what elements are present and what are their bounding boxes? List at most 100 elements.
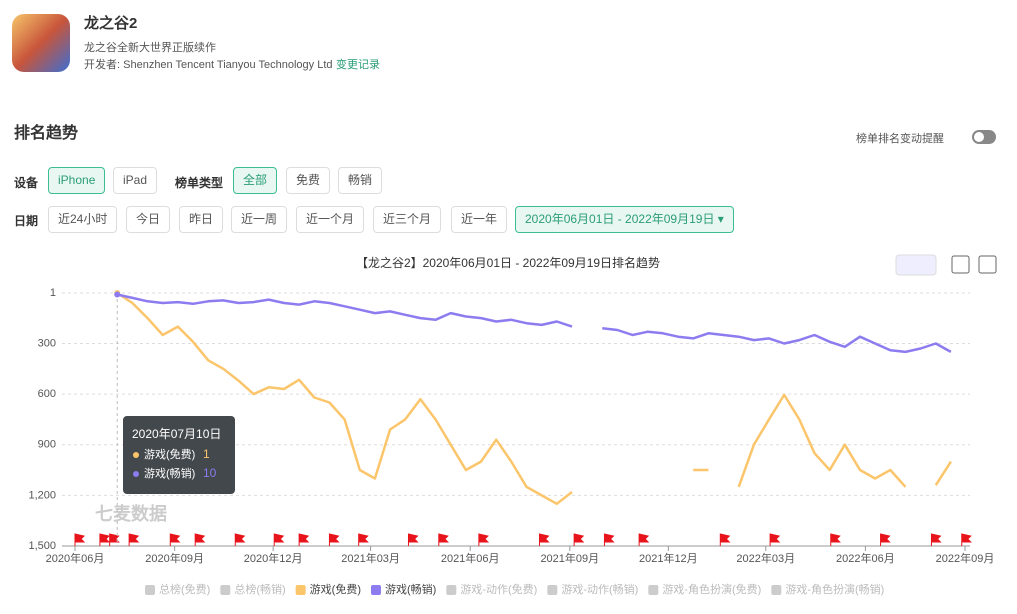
tooltip-value: 10 (203, 466, 217, 480)
version-flag (603, 533, 615, 546)
legend-swatch (295, 585, 306, 595)
version-flag (769, 533, 781, 546)
filter-button[interactable]: 近三个月 (373, 206, 442, 233)
x-tick-label: 2021年12月 (639, 551, 698, 565)
filter-button[interactable]: iPad (113, 167, 158, 194)
x-tick-label: 2020年12月 (244, 551, 303, 565)
changelog-link[interactable]: 变更记录 (336, 59, 380, 71)
filter-button[interactable]: 全部 (233, 167, 278, 194)
legend-label[interactable]: 游戏-动作(免费) (460, 582, 537, 596)
x-tick-label: 2021年06月 (441, 551, 500, 565)
filter-button[interactable]: 近一个月 (296, 206, 365, 233)
legend-swatch (370, 585, 381, 595)
series-line (116, 291, 952, 506)
filter-button[interactable]: 昨日 (179, 206, 224, 233)
series-line (116, 293, 952, 354)
tooltip-date: 2020年07月10日 (132, 427, 221, 441)
legend-label[interactable]: 游戏(免费) (310, 582, 361, 596)
chart: 【龙之谷2】2020年06月01日 - 2022年09月19日排名趋势 七麦数据… (28, 254, 997, 596)
legend-label[interactable]: 游戏-角色扮演(免费) (662, 582, 761, 596)
alert-toggle-label: 榜单排名变动提醒 (856, 133, 944, 145)
legend-label[interactable]: 总榜(畅销) (234, 582, 285, 596)
legend-label[interactable]: 总榜(免费) (159, 582, 210, 596)
version-flag (830, 533, 841, 546)
filter-label: 设备 (14, 176, 39, 190)
version-flag (573, 533, 585, 546)
x-tick-label: 2022年06月 (836, 551, 895, 565)
toolbar (895, 254, 997, 276)
version-flag (273, 533, 285, 546)
app-title: 龙之谷2 (84, 15, 138, 32)
section-title: 排名趋势 (14, 125, 79, 142)
filter-label: 榜单类型 (175, 176, 224, 190)
chart-title: 【龙之谷2】2020年06月01日 - 2022年09月19日排名趋势 (356, 255, 660, 270)
legend-swatch (145, 585, 155, 595)
x-tick-label: 2022年03月 (736, 551, 795, 565)
y-tick-label: 300 (38, 337, 56, 349)
version-flag (128, 533, 140, 546)
filter-button[interactable]: 今日 (126, 206, 171, 233)
developer-name: Shenzhen Tencent Tianyou Technology Ltd (123, 59, 333, 71)
x-tick-label: 2021年03月 (341, 551, 400, 565)
filter-button[interactable]: 2020年06月01日 - 2022年09月19日 ▾ (515, 206, 734, 233)
download[interactable] (978, 255, 997, 274)
tooltip-dot (133, 452, 139, 458)
app-icon (12, 14, 70, 72)
version-flag (234, 533, 246, 546)
version-flag (328, 533, 340, 546)
filter-button[interactable]: 近一年 (451, 206, 508, 233)
legend-label[interactable]: 游戏(畅销) (385, 582, 436, 596)
tooltip-series: 游戏(畅销) (144, 466, 195, 480)
tooltip-dot (133, 471, 139, 477)
x-tick-label: 2022年09月 (936, 551, 995, 565)
legend-swatch (547, 585, 558, 595)
version-flag (298, 533, 310, 546)
y-tick-label: 1,500 (28, 540, 56, 552)
version-flag (169, 533, 181, 546)
legend-label[interactable]: 游戏-动作(畅销) (561, 582, 638, 596)
version-flag (407, 533, 419, 546)
version-flag (478, 533, 490, 546)
version-flag (880, 533, 891, 546)
legend-swatch (446, 585, 457, 595)
x-tick-label: 2020年09月 (145, 551, 204, 565)
y-tick-label: 1 (50, 287, 56, 299)
y-tick-label: 1,200 (28, 489, 56, 501)
y-tick-label: 900 (38, 439, 56, 451)
version-flag (438, 533, 450, 546)
app-subtitle: 龙之谷全新大世界正版续作 (84, 42, 216, 54)
chart-type-toggle[interactable] (895, 254, 937, 276)
version-flag (358, 533, 369, 546)
filter-button[interactable]: 免费 (286, 167, 331, 194)
version-flag (961, 533, 972, 546)
alert-toggle[interactable] (972, 130, 996, 144)
filter-label: 日期 (14, 214, 39, 228)
version-flag (538, 533, 550, 546)
tooltip-box (123, 416, 235, 494)
watermark: 七麦数据 (95, 503, 167, 524)
developer-label: 开发者: (84, 59, 121, 71)
developer: 开发者: Shenzhen Tencent Tianyou Technology… (84, 56, 333, 72)
filter-button[interactable]: iPhone (48, 167, 106, 194)
save-image[interactable] (951, 255, 970, 274)
legend-label[interactable]: 游戏-角色扮演(畅销) (785, 582, 884, 596)
filter-button[interactable]: 近一周 (231, 206, 288, 233)
version-flag (99, 533, 111, 546)
y-tick-label: 600 (38, 388, 56, 400)
x-tick-label: 2020年06月 (46, 551, 105, 565)
legend-swatch (220, 585, 231, 595)
filter-button[interactable]: 畅销 (338, 167, 383, 194)
version-flag (930, 533, 942, 546)
version-flag (74, 533, 86, 546)
x-tick-label: 2021年09月 (540, 551, 599, 565)
version-flag (638, 533, 650, 546)
legend-swatch (648, 585, 659, 595)
tooltip-series: 游戏(免费) (144, 447, 195, 461)
point-marker (114, 291, 121, 298)
legend-swatch (771, 585, 782, 595)
version-flag (194, 533, 206, 546)
tooltip-value: 1 (203, 447, 210, 461)
filter-button[interactable]: 近24小时 (48, 206, 118, 233)
